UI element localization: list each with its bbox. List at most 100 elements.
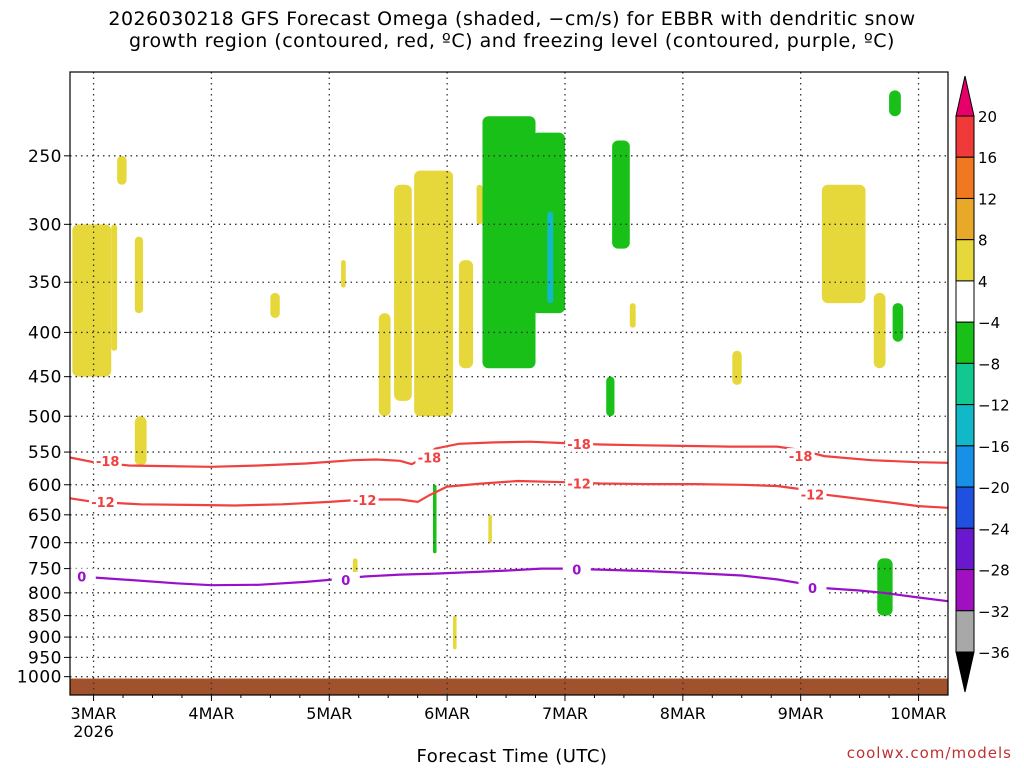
omega-patch-3: [134, 236, 144, 314]
contour-label--12-2: -12: [567, 477, 591, 492]
omega-patch-17: [488, 514, 492, 543]
x-tick-label-7MAR: 7MAR: [542, 704, 588, 723]
x-tick-label-8MAR: 8MAR: [660, 704, 706, 723]
x-tick-label-10MAR: 10MAR: [890, 704, 946, 723]
omega-patch-27: [547, 211, 554, 304]
x-tick-label-5MAR: 5MAR: [306, 704, 352, 723]
contour-label-bg: [93, 452, 122, 469]
omega-patch-13: [732, 350, 742, 385]
omega-patch-4: [134, 416, 147, 466]
omega-patch-15: [873, 292, 886, 369]
y-tick-label-300: 300: [28, 215, 62, 235]
x-tick-label-6MAR: 6MAR: [424, 704, 470, 723]
contour-label-bg: [562, 561, 591, 578]
y-tick-label-1000: 1000: [17, 668, 62, 688]
x-axis-title: Forecast Time (UTC): [416, 746, 608, 767]
omega-patch-21: [612, 140, 630, 249]
colorbar-box-6: [955, 362, 975, 406]
omega-patch-19: [482, 116, 536, 369]
omega-patch-23: [889, 90, 901, 117]
contour-label-0-2: 0: [572, 564, 581, 579]
contour-label-bg: [565, 435, 594, 452]
omega-patch-8: [394, 184, 412, 401]
x-tick-label-9MAR: 9MAR: [778, 704, 824, 723]
colorbar-label-2: 12: [978, 190, 997, 208]
y-tick-label-750: 750: [28, 560, 62, 580]
colorbar-label-11: −28: [978, 562, 1010, 580]
y-tick-label-850: 850: [28, 607, 62, 627]
y-tick-label-600: 600: [28, 476, 62, 496]
omega-patch-26: [432, 484, 437, 554]
contour-label-0-1: 0: [341, 574, 350, 589]
y-tick-label-700: 700: [28, 534, 62, 554]
contour-label-bg: [350, 492, 379, 509]
colorbar-box-11: [955, 569, 975, 612]
contour-label--18-0: -18: [96, 455, 120, 470]
colorbar-bottom-triangle: [955, 651, 975, 693]
omega-patch-1: [111, 224, 118, 351]
colorbar-box-3: [955, 239, 975, 282]
y-tick-label-650: 650: [28, 506, 62, 526]
omega-patch-7: [378, 313, 391, 417]
omega-patch-11: [476, 184, 483, 225]
colorbar-label-3: 8: [978, 232, 988, 250]
contour-label-bg: [415, 449, 444, 466]
y-tick-label-400: 400: [28, 323, 62, 343]
colorbar-label-8: −16: [978, 438, 1010, 456]
colorbar-label-6: −8: [978, 355, 1000, 373]
terrain-band: [70, 678, 948, 695]
contour-label-bg: [565, 475, 594, 492]
omega-patch-6: [341, 260, 346, 288]
omega-patch-0: [72, 224, 112, 377]
contour-label-bg: [331, 571, 360, 588]
y-tick-label-950: 950: [28, 648, 62, 668]
colorbar: 20 16 12 8 4 −4 −8 −12 −16 −20 −24 −28 −32 −36: [955, 75, 1010, 693]
contour-line--18: [69, 440, 949, 468]
contour-label--18-3: -18: [789, 450, 813, 465]
contour-label--18-1: -18: [418, 451, 442, 466]
contour-label-0-0: 0: [77, 571, 86, 586]
chart-title-line1: 2026030218 GFS Forecast Omega (shaded, −…: [108, 8, 916, 30]
y-tick-label-800: 800: [28, 584, 62, 604]
colorbar-label-4: 4: [978, 273, 988, 291]
colorbar-box-7: [955, 404, 975, 447]
omega-patch-12: [629, 303, 636, 328]
contour-label-bg: [88, 493, 117, 510]
colorbar-box-10: [955, 527, 975, 571]
contour-label-bg: [67, 568, 96, 585]
colorbar-box-4: [955, 280, 975, 323]
contour-label--12-0: -12: [91, 496, 115, 511]
contour-label--12-1: -12: [353, 494, 377, 509]
x-tick-sublabel: 2026: [73, 722, 114, 741]
contour-layer: -18 -18 -18 -18 -12 -12 -12 -12 0 0 0 0: [67, 435, 949, 603]
colorbar-top-triangle: [955, 75, 975, 117]
omega-shading-layer: [70, 90, 948, 695]
omega-patch-24: [892, 303, 904, 342]
colorbar-box-12: [955, 610, 975, 653]
plot-frame: [69, 71, 949, 696]
colorbar-box-1: [955, 156, 975, 199]
contour-label--12-3: -12: [801, 489, 825, 504]
x-tick-label-4MAR: 4MAR: [188, 704, 234, 723]
y-axis-ticks: 2503003504004505005506006507007508008509…: [17, 147, 70, 688]
y-tick-label-250: 250: [28, 147, 62, 167]
chart-title: 2026030218 GFS Forecast Omega (shaded, −…: [0, 8, 1024, 52]
colorbar-box-0: [955, 115, 975, 158]
colorbar-label-10: −24: [978, 520, 1010, 538]
omega-patch-18: [453, 615, 457, 650]
colorbar-label-9: −20: [978, 479, 1010, 497]
contour-label-bg: [786, 448, 815, 465]
contour-label-bg: [798, 580, 827, 597]
colorbar-label-5: −4: [978, 314, 1000, 332]
colorbar-box-9: [955, 486, 975, 529]
omega-patch-2: [117, 155, 127, 185]
colorbar-label-12: −32: [978, 603, 1010, 621]
omega-patch-22: [606, 376, 615, 417]
y-tick-label-550: 550: [28, 443, 62, 463]
contour-label-0-3: 0: [808, 582, 817, 597]
y-tick-label-350: 350: [28, 273, 62, 293]
omega-patch-10: [458, 260, 474, 369]
colorbar-label-1: 16: [978, 149, 997, 167]
contour-label--18-2: -18: [567, 438, 591, 453]
